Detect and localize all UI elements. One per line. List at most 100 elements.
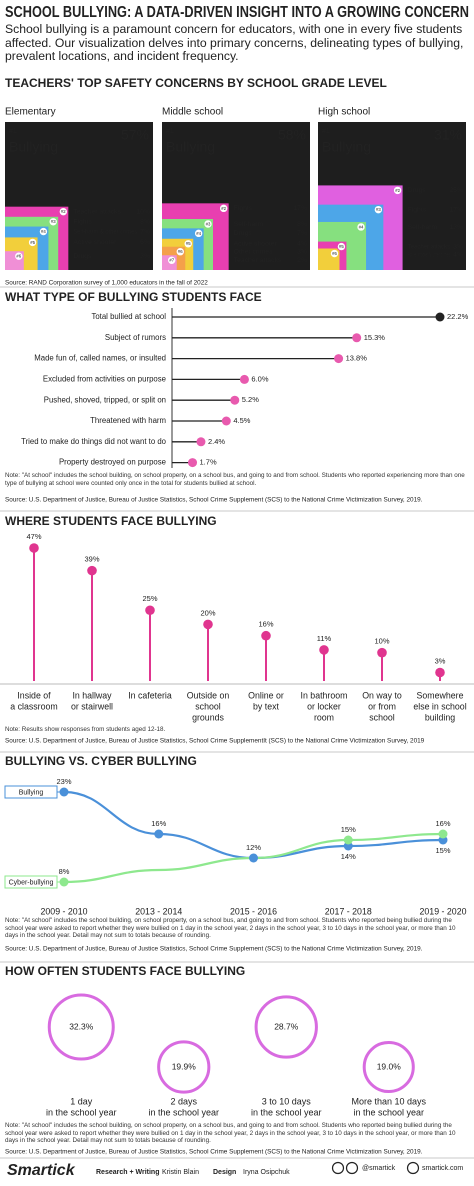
value-label: 25% — [449, 187, 463, 194]
category-label: or locker — [307, 701, 341, 711]
x-tick-label: 2015 - 2016 — [230, 906, 277, 916]
value-label: 58% — [278, 127, 306, 143]
value-label: 17% — [293, 205, 307, 212]
dot — [435, 667, 445, 678]
category-label: school — [195, 701, 220, 711]
section-title: WHAT TYPE OF BULLYING STUDENTS FACE — [5, 290, 262, 304]
category-label: Pushed, shoved, tripped, or split on — [44, 395, 166, 404]
category-label: else in school — [413, 701, 466, 711]
rank: #4 — [41, 229, 46, 234]
rank: #6 — [178, 249, 183, 254]
category-label: school — [369, 712, 394, 722]
value-label: 23% — [56, 777, 71, 786]
category-label: Outside on — [187, 690, 230, 700]
source: Source: U.S. Department of Justice, Bure… — [5, 738, 425, 745]
category-label: grounds — [192, 712, 224, 722]
social-handle: @smartick — [362, 1165, 396, 1172]
rank: #6 — [332, 251, 337, 256]
rank-badge — [48, 217, 58, 227]
web-icon[interactable] — [406, 1161, 420, 1175]
category-label: In bathroom — [301, 690, 348, 700]
value-label: 3% — [140, 253, 150, 260]
dot — [334, 354, 344, 364]
rank-badge — [175, 247, 185, 257]
value-label: 4% — [453, 251, 463, 258]
value-label: 31% — [434, 127, 462, 143]
x-tick-label: 2013 - 2014 — [135, 906, 182, 916]
rank: #5 — [339, 244, 344, 249]
credit-label: Research + Writing — [96, 1169, 159, 1176]
note: Note: "At school" includes the school bu… — [5, 472, 465, 487]
category-label: Fights — [408, 206, 427, 213]
category-label: More than 10 days — [351, 1096, 426, 1106]
value-label: 5.2% — [242, 395, 259, 404]
category-label: 3 to 10 days — [262, 1096, 312, 1106]
source: Source: RAND Corporation survey of 1,000… — [5, 280, 208, 287]
rank-badge — [329, 248, 340, 259]
category-label: Bullying — [166, 139, 215, 155]
category-label: Drugs — [408, 187, 427, 194]
value-label: 15% — [435, 846, 450, 855]
website: smartick.com — [422, 1165, 463, 1172]
value-label: 11% — [317, 634, 332, 643]
category-label: Drugs — [234, 230, 253, 237]
category-label: by text — [253, 701, 279, 711]
source: Source: U.S. Department of Justice, Bure… — [5, 497, 423, 504]
category-label: Online or — [248, 690, 284, 700]
category-label: Fights — [73, 219, 92, 226]
legend-label: Cyber-bullying — [9, 879, 54, 886]
category-label: Self-harm — [408, 224, 438, 231]
social-icon[interactable] — [331, 1161, 345, 1175]
rank: #2 — [395, 188, 400, 193]
value-label: 3% — [435, 656, 446, 665]
value-label: 25% — [142, 594, 157, 603]
value-label: 15.3% — [364, 333, 386, 342]
category-label: Self-harm — [234, 221, 264, 228]
dot — [377, 647, 387, 658]
rank-badge — [356, 222, 366, 232]
value-label: 16% — [151, 819, 166, 828]
bubble — [362, 1040, 415, 1094]
category-label: in the school year — [251, 1107, 322, 1117]
value-label: 47% — [26, 532, 41, 541]
panel-name: High school — [318, 107, 370, 118]
bubble — [47, 993, 115, 1061]
value-label: 13% — [449, 224, 463, 231]
value-label: 12% — [246, 843, 261, 852]
value-label: 39% — [84, 555, 99, 564]
point — [343, 835, 353, 845]
value-label: 10% — [136, 208, 150, 215]
point — [249, 853, 258, 863]
x-tick-label: 2009 - 2010 — [41, 906, 88, 916]
category-label: Active shooter & other crimes — [408, 251, 451, 258]
dot — [29, 543, 39, 553]
rank-badge — [336, 241, 347, 252]
note: Note: Results show responses from studen… — [5, 726, 166, 733]
value-label: 32.3% — [69, 1021, 94, 1031]
rank-badge — [14, 251, 24, 261]
rank-badge — [392, 185, 403, 196]
value-label: 7% — [297, 230, 307, 237]
category-label: Total bullied at school — [91, 312, 166, 321]
rank-badge — [373, 204, 384, 215]
category-label: Tried to make do things did not want to … — [21, 437, 167, 446]
category-label: Teacher attacks — [234, 257, 282, 264]
value-label: 8% — [297, 221, 307, 228]
social-icon[interactable] — [345, 1161, 359, 1175]
category-label: Drugs — [73, 253, 92, 260]
category-label: a classroom — [10, 701, 57, 711]
category-label: 2 days — [170, 1096, 197, 1106]
rank: #1 — [322, 128, 330, 135]
category-label: in the school year — [46, 1107, 117, 1117]
category-label: 1 day — [70, 1096, 93, 1106]
value-label: 17% — [449, 206, 463, 213]
source: Source: U.S. Department of Justice, Bure… — [5, 1149, 423, 1156]
rank: #2 — [221, 206, 226, 211]
category-label: in the school year — [148, 1107, 219, 1117]
rank: #7 — [169, 258, 174, 263]
value-label: 8% — [59, 867, 70, 876]
section-title: BULLYING VS. CYBER BULLYING — [5, 754, 197, 768]
value-label: 22.2% — [447, 312, 469, 321]
category-label: Inside of — [17, 690, 51, 700]
category-label: room — [314, 712, 334, 722]
